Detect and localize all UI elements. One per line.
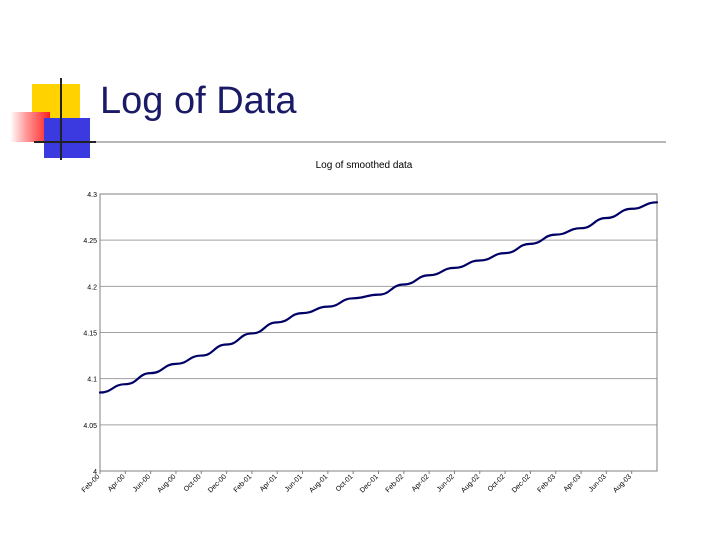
chart-title: Log of smoothed data	[316, 160, 413, 171]
decor-vertical-line	[60, 78, 62, 160]
y-tick-label: 4.25	[83, 238, 97, 245]
x-tick-label: Dec-02	[511, 473, 532, 494]
y-tick-label: 4.3	[87, 192, 97, 199]
slide-title: Log of Data	[100, 80, 297, 122]
y-tick-label: 4.2	[87, 284, 97, 291]
x-tick-label: Oct-01	[335, 473, 355, 493]
x-tick-label: Oct-02	[487, 473, 507, 493]
y-tick-label: 4.05	[83, 423, 97, 430]
x-tick-label: Feb-00	[81, 473, 102, 494]
series-line	[98, 201, 659, 394]
x-tick-label: Apr-00	[107, 473, 127, 493]
x-axis-ticks: Feb-00 Apr-00 Jun-00 Aug-00 Oct-00 Dec-00 Feb-…	[81, 471, 633, 494]
x-tick-label: Apr-02	[411, 473, 431, 493]
x-tick-label: Apr-03	[563, 473, 583, 493]
x-tick-label: Aug-01	[308, 473, 329, 494]
decor-blue-square	[44, 118, 90, 158]
title-rule	[96, 141, 666, 143]
x-tick-label: Jun-02	[436, 473, 456, 493]
x-tick-label: Jun-00	[132, 473, 152, 493]
x-tick-label: Aug-03	[612, 473, 633, 494]
y-axis-ticks: 4.3 4.25 4.2 4.15 4.1 4.05 4	[83, 192, 97, 476]
y-tick-label: 4.1	[87, 377, 97, 384]
x-tick-label: Dec-01	[359, 473, 380, 494]
x-tick-label: Jun-01	[284, 473, 304, 493]
x-tick-label: Apr-01	[259, 473, 279, 493]
x-tick-label: Feb-02	[385, 473, 406, 494]
x-tick-label: Jun-03	[588, 473, 608, 493]
decor-horizontal-line	[34, 141, 100, 143]
decor-red-square	[10, 112, 50, 142]
x-tick-label: Oct-00	[183, 473, 203, 493]
y-tick-label: 4	[93, 469, 97, 476]
x-tick-label: Aug-00	[156, 473, 177, 494]
x-tick-label: Feb-01	[233, 473, 254, 494]
x-tick-label: Feb-03	[537, 473, 558, 494]
series-layer	[98, 201, 659, 394]
y-tick-label: 4.15	[83, 331, 97, 338]
gridlines	[100, 193, 657, 472]
x-tick-label: Dec-00	[207, 473, 228, 494]
x-tick-label: Aug-02	[460, 473, 481, 494]
